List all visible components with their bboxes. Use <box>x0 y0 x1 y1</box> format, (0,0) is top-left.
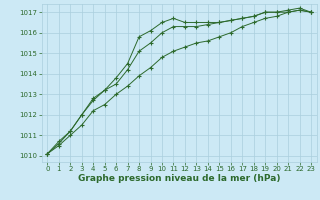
X-axis label: Graphe pression niveau de la mer (hPa): Graphe pression niveau de la mer (hPa) <box>78 174 280 183</box>
